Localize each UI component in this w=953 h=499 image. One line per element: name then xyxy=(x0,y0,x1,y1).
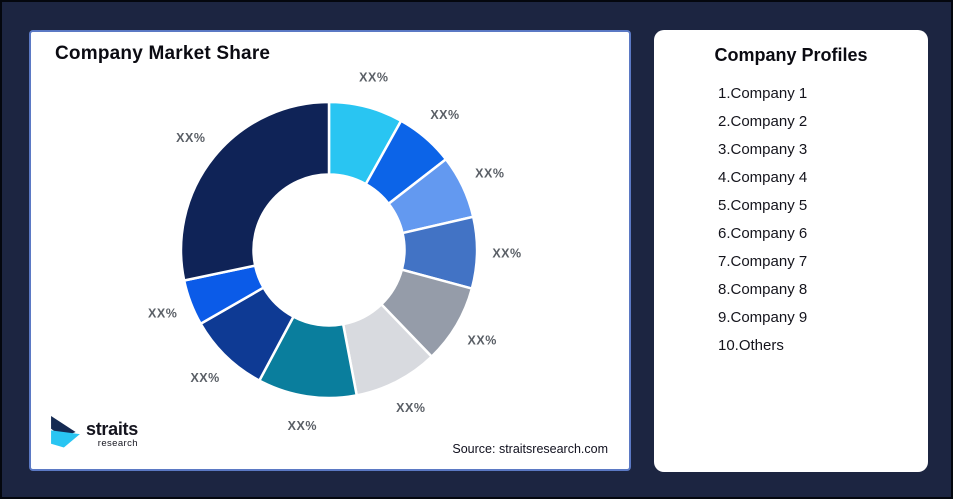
straits-research-logo: straits research xyxy=(51,416,138,453)
profile-item: 3.Company 3 xyxy=(718,141,808,158)
slice-percent-label: XX% xyxy=(190,371,219,385)
slice-percent-label: XX% xyxy=(359,71,388,85)
logo-sub-text: research xyxy=(97,438,138,450)
profiles-title: Company Profiles xyxy=(714,45,868,65)
slice-percent-label: XX% xyxy=(492,246,521,260)
profile-item: 4.Company 4 xyxy=(718,169,808,186)
profile-item: 9.Company 9 xyxy=(718,309,808,326)
market-share-panel: XX% XX% XX% XX% XX% XX% XX% XX% XX% XX% Company M… xyxy=(29,30,631,471)
profile-item: 5.Company 5 xyxy=(718,197,808,214)
slice-percent-label: XX% xyxy=(396,401,425,415)
slice-percent-label: XX% xyxy=(148,306,177,320)
profile-item: 10.Others xyxy=(718,337,784,354)
profile-item: 1.Company 1 xyxy=(718,85,808,102)
chart-title: Company Market Share xyxy=(55,43,271,64)
slice-percent-label: XX% xyxy=(475,167,504,181)
slice-percent-label: XX% xyxy=(430,108,459,122)
profiles-list: 1.Company 1 2.Company 2 3.Company 3 4.Co… xyxy=(654,80,928,360)
market-share-donut-chart: XX% XX% XX% XX% XX% XX% XX% XX% XX% XX% xyxy=(148,71,521,433)
source-note: Source: straitsresearch.com xyxy=(452,442,608,456)
company-profiles-panel: Company Profiles 1.Company 1 2.Company 2… xyxy=(654,30,928,472)
slice-percent-label: XX% xyxy=(468,334,497,348)
logo-brand-text: straits xyxy=(86,419,138,440)
profile-item: 2.Company 2 xyxy=(718,113,808,130)
donut-slice xyxy=(179,100,331,282)
slice-percent-label: XX% xyxy=(176,131,205,145)
profile-item: 7.Company 7 xyxy=(718,253,808,270)
profile-item: 6.Company 6 xyxy=(718,225,808,242)
straits-logo-mark-icon xyxy=(51,416,81,453)
profile-item: 8.Company 8 xyxy=(718,281,808,298)
slice-percent-label: XX% xyxy=(288,419,317,433)
logo-wordmark: straits research xyxy=(86,420,138,449)
